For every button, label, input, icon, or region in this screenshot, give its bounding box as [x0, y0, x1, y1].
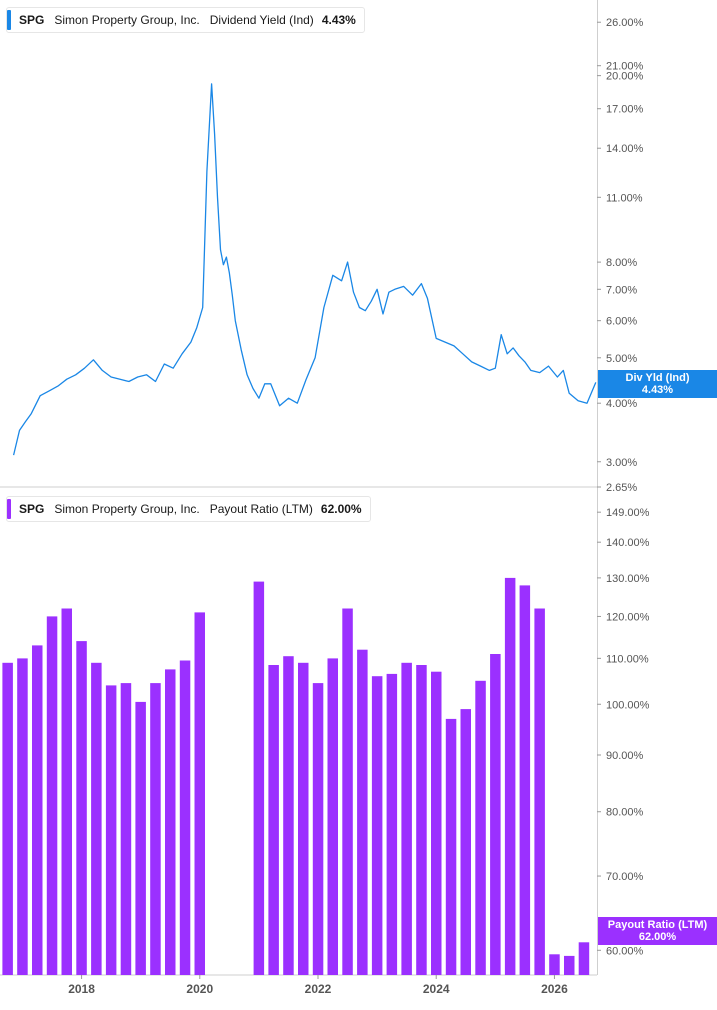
- yield-y-tick-label: 21.00%: [606, 61, 644, 73]
- payout-bar: [475, 680, 486, 975]
- payout-bar: [312, 683, 324, 975]
- payout-y-tick-label: 90.00%: [606, 750, 644, 762]
- yield-legend-metric: Dividend Yield (Ind): [209, 13, 314, 27]
- payout-bar: [17, 658, 28, 975]
- payout-bar: [386, 673, 398, 975]
- payout-y-tick-label: 80.00%: [606, 807, 644, 819]
- payout-bar: [268, 665, 279, 975]
- payout-bar: [135, 701, 146, 975]
- payout-y-tick-label: 140.00%: [606, 537, 650, 549]
- x-tick-label: 2020: [186, 982, 213, 996]
- yield-legend[interactable]: SPG Simon Property Group, Inc. Dividend …: [6, 7, 365, 33]
- payout-bar: [32, 645, 43, 975]
- payout-bar: [327, 658, 338, 975]
- payout-bar: [46, 616, 58, 975]
- yield-y-tick-label: 11.00%: [606, 192, 643, 204]
- payout-bar: [431, 671, 442, 975]
- payout-bar: [61, 608, 72, 975]
- yield-y-tick-label: 2.65%: [606, 482, 637, 494]
- payout-legend[interactable]: SPG Simon Property Group, Inc. Payout Ra…: [6, 496, 371, 522]
- payout-bar: [460, 709, 471, 975]
- yield-y-tick-label: 14.00%: [606, 143, 644, 155]
- payout-bar: [371, 676, 383, 975]
- yield-y-tick-label: 6.00%: [606, 316, 637, 328]
- yield-y-tick-label: 20.00%: [606, 71, 644, 83]
- yield-flag-label: Div Yld (Ind): [625, 372, 690, 384]
- payout-bar: [490, 654, 501, 975]
- payout-bar: [194, 612, 205, 975]
- payout-y-tick-label: 100.00%: [606, 699, 650, 711]
- yield-y-tick-label: 26.00%: [606, 17, 644, 29]
- payout-flag-value: 62.00%: [638, 931, 677, 943]
- payout-y-tick-label: 60.00%: [606, 945, 644, 957]
- yield-y-tick-label: 8.00%: [606, 257, 637, 269]
- payout-bar: [298, 662, 309, 975]
- yield-y-tick-label: 5.00%: [606, 353, 637, 365]
- payout-legend-ticker: SPG: [19, 502, 45, 516]
- yield-y-tick-label: 3.00%: [606, 457, 637, 469]
- payout-legend-metric: Payout Ratio (LTM): [209, 502, 313, 516]
- payout-bar: [165, 669, 176, 975]
- yield-value-flag: Div Yld (Ind) 4.43%: [598, 370, 717, 398]
- yield-legend-swatch: [7, 10, 11, 30]
- payout-bar: [534, 608, 545, 975]
- payout-legend-value: 62.00%: [320, 502, 362, 516]
- payout-bar: [76, 641, 87, 975]
- x-tick-label: 2022: [305, 982, 332, 996]
- payout-bar: [91, 662, 102, 975]
- payout-bar: [283, 656, 294, 975]
- payout-y-tick-label: 70.00%: [606, 871, 644, 883]
- x-tick-label: 2024: [423, 982, 450, 996]
- x-tick-label: 2026: [541, 982, 568, 996]
- payout-bar: [357, 649, 368, 975]
- payout-y-tick-label: 130.00%: [606, 573, 650, 585]
- payout-bar: [105, 685, 117, 975]
- payout-bar: [564, 955, 575, 975]
- payout-legend-swatch: [7, 499, 11, 519]
- payout-bar: [2, 662, 13, 975]
- payout-bar: [445, 718, 457, 975]
- payout-bar: [253, 581, 265, 975]
- payout-bar: [120, 683, 132, 975]
- yield-y-tick-label: 7.00%: [606, 284, 637, 296]
- payout-bar: [342, 608, 353, 975]
- dividend-yield-line: [12, 83, 597, 456]
- payout-bar: [578, 942, 590, 975]
- payout-bar: [549, 954, 560, 975]
- payout-bar: [504, 577, 516, 975]
- yield-y-tick-label: 17.00%: [606, 104, 644, 116]
- yield-legend-company: Simon Property Group, Inc.: [54, 13, 200, 27]
- yield-legend-value: 4.43%: [321, 13, 356, 27]
- payout-value-flag: Payout Ratio (LTM) 62.00%: [598, 917, 717, 945]
- payout-bar: [150, 683, 161, 975]
- payout-bar: [416, 665, 427, 975]
- payout-flag-label: Payout Ratio (LTM): [607, 919, 708, 931]
- payout-y-tick-label: 149.00%: [606, 507, 650, 519]
- payout-bar: [519, 585, 531, 975]
- payout-bar: [179, 660, 191, 975]
- yield-y-tick-label: 4.00%: [606, 398, 637, 410]
- payout-bar: [401, 662, 412, 975]
- payout-y-tick-label: 120.00%: [606, 611, 650, 623]
- yield-legend-ticker: SPG: [19, 13, 45, 27]
- payout-legend-company: Simon Property Group, Inc.: [54, 502, 200, 516]
- payout-y-tick-label: 110.00%: [606, 653, 649, 665]
- yield-flag-value: 4.43%: [641, 384, 674, 396]
- x-tick-label: 2018: [68, 982, 95, 996]
